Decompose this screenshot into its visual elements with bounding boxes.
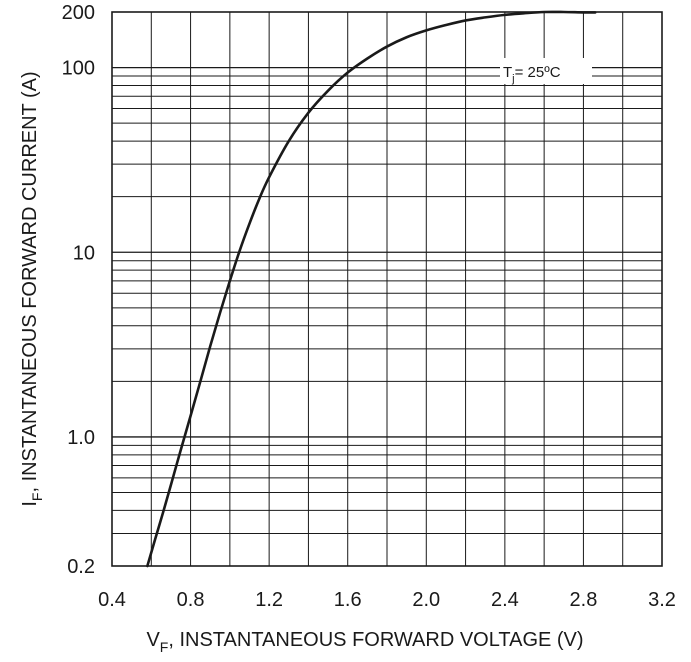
x-tick-label: 0.4 bbox=[98, 589, 126, 611]
grid-lines bbox=[112, 12, 662, 566]
y-axis-label: IF, INSTANTANEOUS FORWARD CURRENT (A) bbox=[19, 71, 45, 506]
x-tick-label: 1.2 bbox=[255, 589, 283, 611]
x-tick-label: 1.6 bbox=[334, 589, 362, 611]
annotation-background bbox=[500, 58, 592, 84]
data-series bbox=[146, 10, 597, 568]
annotation-text: Tj= 25ºC bbox=[503, 64, 561, 85]
x-tick-label: 2.4 bbox=[491, 589, 519, 611]
x-tick-label: 3.2 bbox=[648, 589, 676, 611]
x-tick-label: 2.8 bbox=[570, 589, 598, 611]
x-axis-label: VF, INSTANTANEOUS FORWARD VOLTAGE (V) bbox=[146, 629, 583, 655]
y-tick-label: 200 bbox=[62, 2, 95, 24]
plot-frame bbox=[111, 11, 663, 567]
y-tick-labels: 0.2 1.0 10 100 200 bbox=[62, 2, 95, 578]
x-tick-labels: 0.4 0.8 1.2 1.6 2.0 2.4 2.8 3.2 bbox=[98, 589, 676, 611]
forward-current-curve bbox=[146, 10, 597, 568]
junction-temperature-annotation: Tj= 25ºC bbox=[500, 58, 592, 85]
y-tick-label: 100 bbox=[62, 58, 95, 80]
x-tick-label: 2.0 bbox=[412, 589, 440, 611]
y-tick-label: 0.2 bbox=[67, 556, 95, 578]
y-tick-label: 1.0 bbox=[67, 427, 95, 449]
y-tick-label: 10 bbox=[73, 242, 95, 264]
x-tick-label: 0.8 bbox=[177, 589, 205, 611]
